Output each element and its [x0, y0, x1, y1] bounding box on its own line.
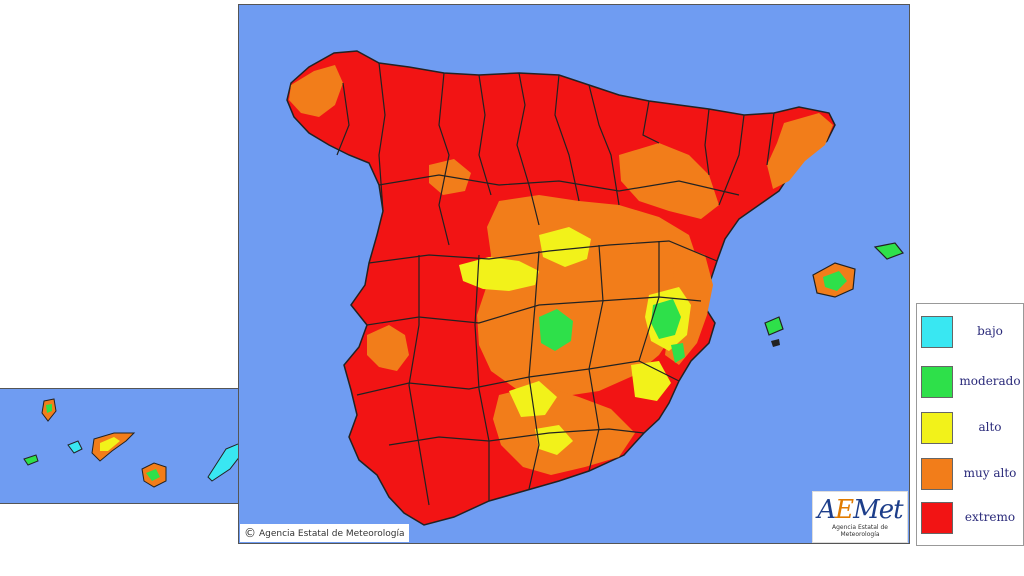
el-hierro-island: [23, 454, 39, 466]
legend-swatch-muy-alto: [921, 458, 953, 490]
fuerteventura-island: [207, 443, 238, 482]
zone-muy-alto-ebro: [619, 143, 719, 219]
risk-legend: bajo moderado alto muy alto extremo: [916, 303, 1024, 546]
legend-label-extremo: extremo: [964, 510, 1016, 524]
province-borders: [336, 62, 775, 506]
mallorca-moderado: [823, 271, 847, 291]
gran-canaria-moderado: [146, 469, 160, 481]
formentera-island: [771, 339, 780, 347]
canary-islands-inset: [0, 388, 238, 504]
legend-item-alto: alto: [921, 412, 1023, 446]
zone-muy-alto-extremadura: [367, 325, 409, 371]
la-gomera-island: [67, 440, 83, 454]
zone-alto-centre: [539, 227, 591, 267]
zone-moderado-coast: [671, 343, 685, 363]
legend-label-moderado: moderado: [959, 374, 1021, 388]
legend-swatch-alto: [921, 412, 953, 444]
canary-islands-map: [23, 398, 238, 488]
menorca-island: [873, 242, 904, 260]
legend-item-moderado: moderado: [921, 366, 1023, 400]
zone-alto-south: [509, 381, 557, 417]
logo-mark: AEMet: [817, 495, 903, 525]
logo-subtitle: Agencia Estatal de Meteorología: [831, 524, 888, 538]
copyright-text: Agencia Estatal de Meteorología: [259, 529, 405, 539]
legend-item-muy-alto: muy alto: [921, 458, 1023, 492]
zone-moderado-valencia: [651, 299, 681, 339]
aemet-logo: AEMet Agencia Estatal de Meteorología: [812, 491, 908, 543]
ibiza-island: [764, 316, 784, 336]
legend-label-alto: alto: [978, 420, 1002, 434]
tenerife-island: [91, 432, 136, 462]
legend-label-muy-alto: muy alto: [963, 466, 1017, 480]
map-frame: [238, 4, 910, 544]
legend-swatch-moderado: [921, 366, 953, 398]
zone-muy-alto-catalonia: [767, 113, 833, 189]
zone-alto-murcia: [631, 361, 671, 401]
tenerife-alto: [100, 437, 120, 451]
legend-label-bajo: bajo: [977, 324, 1003, 338]
peninsula-map: [286, 50, 904, 526]
legend-item-bajo: bajo: [921, 316, 1023, 350]
zone-muy-alto-galicia: [289, 65, 343, 117]
copyright-icon: ©: [244, 526, 256, 540]
la-palma-moderado: [46, 404, 52, 413]
legend-swatch-extremo: [921, 502, 953, 534]
copyright-label: © Agencia Estatal de Meteorología: [240, 524, 409, 542]
zone-moderado-ciudad-real: [539, 309, 573, 351]
legend-swatch-bajo: [921, 316, 953, 348]
legend-item-extremo: extremo: [921, 502, 1023, 536]
